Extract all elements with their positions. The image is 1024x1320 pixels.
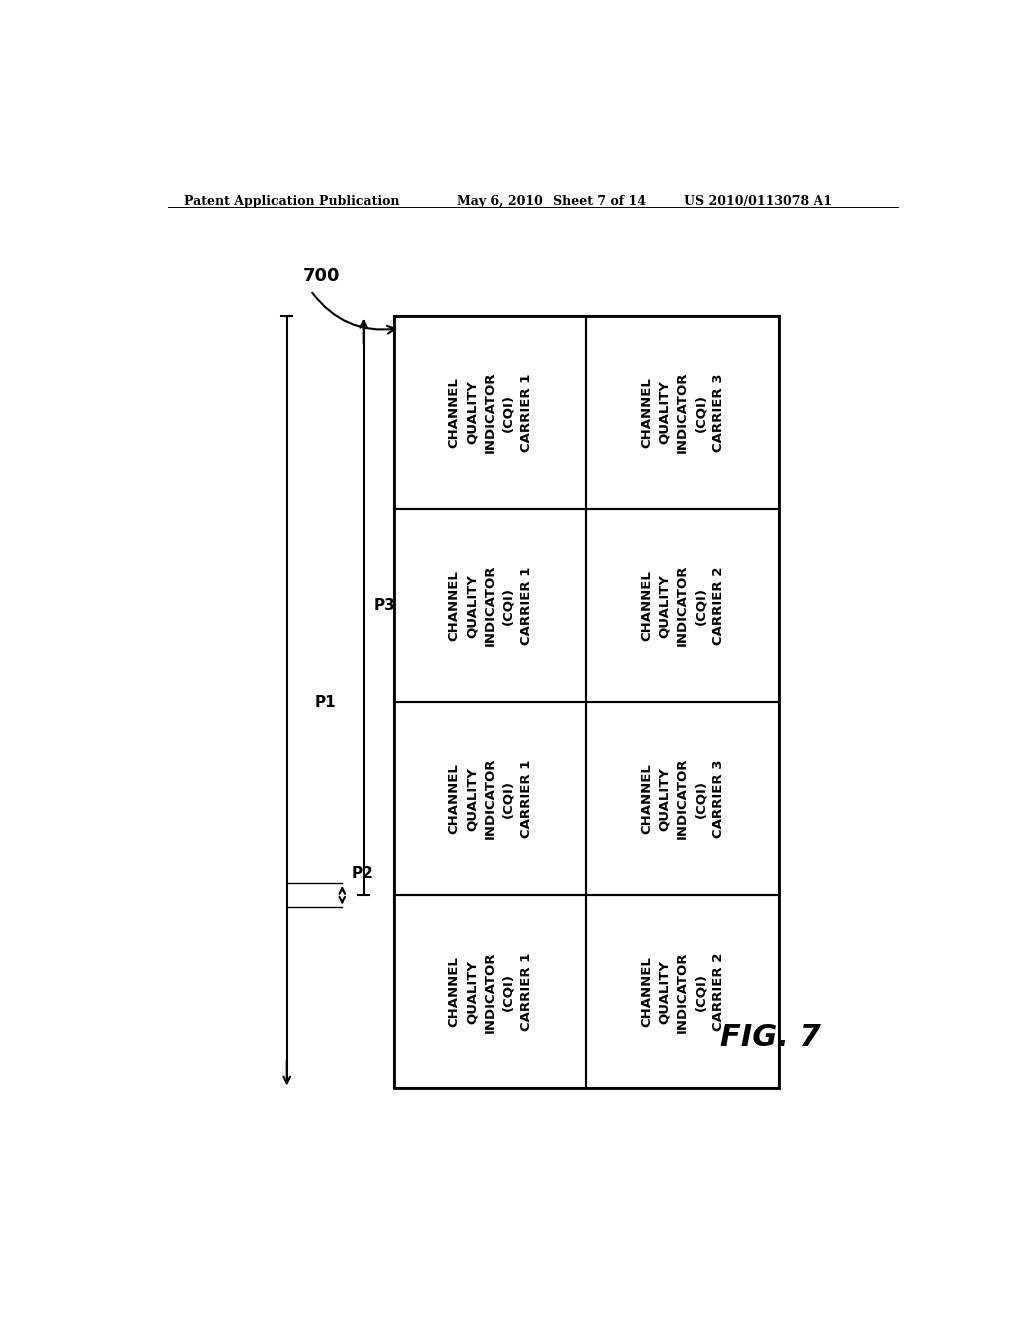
Text: FIG. 7: FIG. 7 <box>721 1023 821 1052</box>
Text: US 2010/0113078 A1: US 2010/0113078 A1 <box>684 195 831 209</box>
Bar <box>394 510 587 702</box>
Bar <box>587 895 779 1089</box>
Text: P1: P1 <box>314 694 336 710</box>
Text: CHANNEL
QUALITY
INDICATOR
(CQI)
CARRIER 1: CHANNEL QUALITY INDICATOR (CQI) CARRIER … <box>447 372 532 453</box>
Text: May 6, 2010: May 6, 2010 <box>458 195 543 209</box>
Text: CHANNEL
QUALITY
INDICATOR
(CQI)
CARRIER 3: CHANNEL QUALITY INDICATOR (CQI) CARRIER … <box>640 758 725 840</box>
Text: CHANNEL
QUALITY
INDICATOR
(CQI)
CARRIER 1: CHANNEL QUALITY INDICATOR (CQI) CARRIER … <box>447 565 532 647</box>
Text: 700: 700 <box>303 268 340 285</box>
Bar <box>394 895 587 1089</box>
Bar <box>394 315 587 510</box>
Text: P2: P2 <box>352 866 374 880</box>
Text: CHANNEL
QUALITY
INDICATOR
(CQI)
CARRIER 3: CHANNEL QUALITY INDICATOR (CQI) CARRIER … <box>640 372 725 453</box>
Text: CHANNEL
QUALITY
INDICATOR
(CQI)
CARRIER 2: CHANNEL QUALITY INDICATOR (CQI) CARRIER … <box>640 952 725 1032</box>
Bar <box>587 702 779 895</box>
Text: CHANNEL
QUALITY
INDICATOR
(CQI)
CARRIER 1: CHANNEL QUALITY INDICATOR (CQI) CARRIER … <box>447 758 532 840</box>
Text: Patent Application Publication: Patent Application Publication <box>183 195 399 209</box>
Bar <box>587 510 779 702</box>
Text: P3: P3 <box>373 598 395 612</box>
Text: CHANNEL
QUALITY
INDICATOR
(CQI)
CARRIER 2: CHANNEL QUALITY INDICATOR (CQI) CARRIER … <box>640 565 725 647</box>
Bar <box>394 315 778 1089</box>
Text: Sheet 7 of 14: Sheet 7 of 14 <box>553 195 645 209</box>
Bar <box>394 702 587 895</box>
Bar <box>587 315 779 510</box>
Text: CHANNEL
QUALITY
INDICATOR
(CQI)
CARRIER 1: CHANNEL QUALITY INDICATOR (CQI) CARRIER … <box>447 952 532 1032</box>
